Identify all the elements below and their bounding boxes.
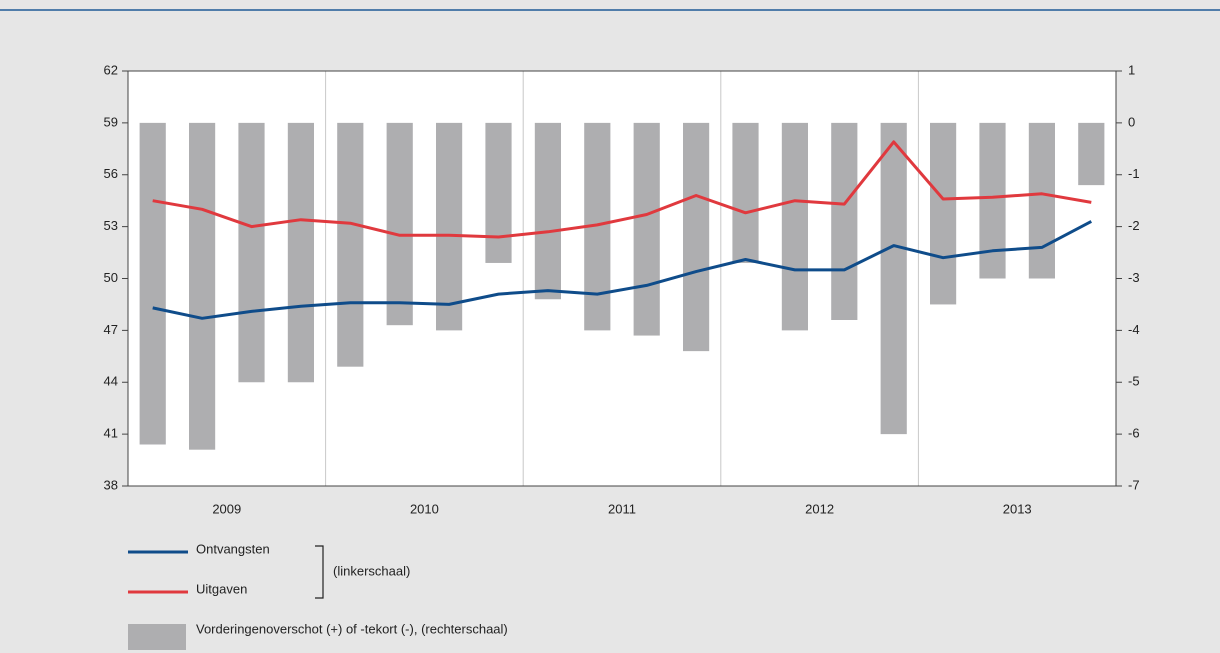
bar (139, 122, 166, 445)
y2-tick-label: -3 (1128, 270, 1140, 285)
bar (485, 122, 512, 263)
bar (1028, 122, 1055, 279)
y-tick-label: 41 (104, 426, 118, 441)
bar (337, 122, 364, 367)
plot-area (128, 71, 1116, 486)
y2-tick-label: -2 (1128, 218, 1140, 233)
y2-tick-label: -4 (1128, 322, 1140, 337)
y2-tick-label: -1 (1128, 166, 1140, 181)
bar (880, 122, 907, 435)
bar (287, 122, 314, 383)
y-tick-label: 50 (104, 270, 118, 285)
y-tick-label: 56 (104, 166, 118, 181)
x-group-label: 2010 (410, 501, 439, 516)
y2-tick-label: 1 (1128, 62, 1135, 77)
bar (436, 122, 463, 331)
bar (633, 122, 660, 336)
y-tick-label: 59 (104, 114, 118, 129)
bar (238, 122, 265, 383)
y2-tick-label: -6 (1128, 426, 1140, 441)
y-tick-label: 47 (104, 322, 118, 337)
legend-label: Vorderingenoverschot (+) of -tekort (-),… (196, 621, 508, 636)
y-tick-label: 62 (104, 62, 118, 77)
bar (781, 122, 808, 331)
x-group-label: 2009 (212, 501, 241, 516)
x-group-label: 2011 (608, 501, 636, 516)
bar (831, 122, 858, 320)
bar (534, 122, 561, 300)
line (152, 220, 1092, 320)
legend-note: (linkerschaal) (333, 563, 410, 578)
x-group-label: 2012 (805, 501, 834, 516)
legend-label: Ontvangsten (196, 541, 270, 556)
line (152, 140, 1092, 239)
y2-tick-label: -7 (1128, 477, 1140, 492)
y-tick-label: 53 (104, 218, 118, 233)
legend-label: Uitgaven (196, 581, 247, 596)
y2-tick-label: -5 (1128, 374, 1140, 389)
bar (930, 122, 957, 305)
legend-swatch (128, 624, 186, 650)
y2-tick-label: 0 (1128, 114, 1135, 129)
bar (732, 122, 759, 263)
bar (386, 122, 413, 326)
bar (189, 122, 216, 450)
bar (683, 122, 710, 352)
bar (979, 122, 1006, 279)
x-group-label: 2013 (1003, 501, 1032, 516)
legend-bracket (315, 545, 324, 599)
y-tick-label: 44 (104, 374, 118, 389)
bar (1078, 122, 1105, 186)
y-tick-label: 38 (104, 477, 118, 492)
